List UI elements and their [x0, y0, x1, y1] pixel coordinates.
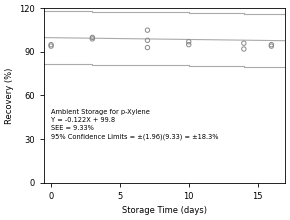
Point — [145, 38, 150, 42]
Point — [186, 40, 191, 44]
Point — [90, 37, 95, 41]
Point — [49, 44, 53, 48]
X-axis label: Storage Time (days): Storage Time (days) — [122, 206, 207, 215]
Point — [269, 43, 274, 46]
Point — [145, 46, 150, 49]
Y-axis label: Recovery (%): Recovery (%) — [5, 67, 14, 124]
Point — [242, 47, 246, 51]
Text: Ambient Storage for p-Xylene
Y = -0.122X + 99.8
SEE = 9.33%
95% Confidence Limit: Ambient Storage for p-Xylene Y = -0.122X… — [51, 109, 219, 140]
Point — [242, 41, 246, 45]
Point — [269, 44, 274, 48]
Point — [186, 43, 191, 46]
Point — [90, 36, 95, 39]
Point — [49, 43, 53, 46]
Point — [145, 28, 150, 32]
